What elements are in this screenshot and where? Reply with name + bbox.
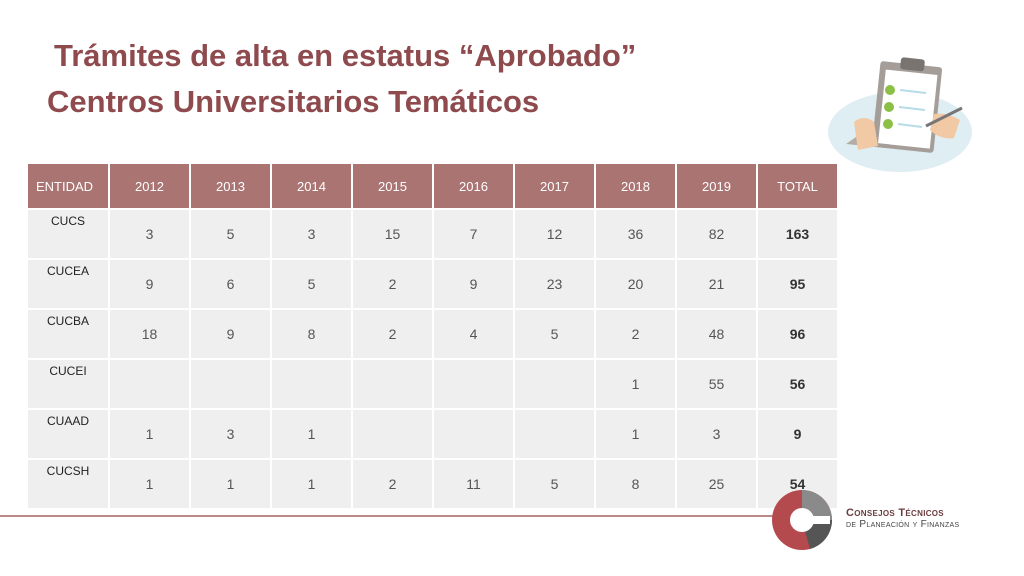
entidad-cell: CUCEI xyxy=(28,360,108,408)
table-cell: 9 xyxy=(110,260,189,308)
column-header: 2016 xyxy=(434,164,513,208)
table-row: CUCBA 18 9 8 2 4 5 2 48 96 xyxy=(28,310,837,358)
column-header: 2013 xyxy=(191,164,270,208)
table-cell: 3 xyxy=(677,410,756,458)
table-cell: 1 xyxy=(272,460,351,508)
logo-text-line1: Consejos Técnicos xyxy=(846,507,944,519)
column-header: 2019 xyxy=(677,164,756,208)
table-cell: 5 xyxy=(272,260,351,308)
clipboard-checklist-illustration xyxy=(828,57,972,172)
table-cell: 2 xyxy=(596,310,675,358)
table-cell: 2 xyxy=(353,310,432,358)
column-header: 2017 xyxy=(515,164,594,208)
table-cell: 1 xyxy=(596,410,675,458)
table-cell xyxy=(434,360,513,408)
table-cell: 1 xyxy=(596,360,675,408)
page-subtitle: Centros Universitarios Temáticos xyxy=(47,84,540,119)
table-row: CUCEA 9 6 5 2 9 23 20 21 95 xyxy=(28,260,837,308)
table-cell: 6 xyxy=(191,260,270,308)
table-cell xyxy=(515,360,594,408)
table-cell xyxy=(353,360,432,408)
page-title: Trámites de alta en estatus “Aprobado” xyxy=(54,38,637,73)
table-cell xyxy=(191,360,270,408)
table-cell xyxy=(353,410,432,458)
table-cell xyxy=(515,410,594,458)
table-cell: 2 xyxy=(353,260,432,308)
table-cell: 36 xyxy=(596,210,675,258)
logo-text: Consejos Técnicos de Planeación y Finanz… xyxy=(846,507,960,531)
column-header: 2018 xyxy=(596,164,675,208)
table-cell: 1 xyxy=(110,410,189,458)
table-row: CUCEI 1 55 56 xyxy=(28,360,837,408)
entidad-cell: CUCEA xyxy=(28,260,108,308)
total-cell: 56 xyxy=(758,360,837,408)
total-cell: 163 xyxy=(758,210,837,258)
table-cell: 21 xyxy=(677,260,756,308)
table-cell: 82 xyxy=(677,210,756,258)
table-cell: 9 xyxy=(191,310,270,358)
footer-divider xyxy=(0,515,790,517)
table-cell: 48 xyxy=(677,310,756,358)
table-cell: 11 xyxy=(434,460,513,508)
table-header-row: ENTIDAD 2012 2013 2014 2015 2016 2017 20… xyxy=(28,164,837,208)
entidad-cell: CUAAD xyxy=(28,410,108,458)
table-cell: 9 xyxy=(434,260,513,308)
table-cell xyxy=(434,410,513,458)
table-cell: 20 xyxy=(596,260,675,308)
table-cell: 55 xyxy=(677,360,756,408)
total-cell: 95 xyxy=(758,260,837,308)
table-cell: 3 xyxy=(191,410,270,458)
table-cell: 5 xyxy=(515,310,594,358)
table-cell: 1 xyxy=(191,460,270,508)
table-cell: 8 xyxy=(596,460,675,508)
table-row: CUAAD 1 3 1 1 3 9 xyxy=(28,410,837,458)
column-header: ENTIDAD xyxy=(28,164,108,208)
table-cell xyxy=(110,360,189,408)
column-header: 2015 xyxy=(353,164,432,208)
column-header: 2014 xyxy=(272,164,351,208)
column-header: 2012 xyxy=(110,164,189,208)
table-cell: 15 xyxy=(353,210,432,258)
table-cell: 1 xyxy=(110,460,189,508)
table-cell: 1 xyxy=(272,410,351,458)
table-cell: 5 xyxy=(191,210,270,258)
table-row: CUCS 3 5 3 15 7 12 36 82 163 xyxy=(28,210,837,258)
table-cell: 12 xyxy=(515,210,594,258)
table-cell: 5 xyxy=(515,460,594,508)
table-cell: 25 xyxy=(677,460,756,508)
table-cell: 8 xyxy=(272,310,351,358)
data-table: ENTIDAD 2012 2013 2014 2015 2016 2017 20… xyxy=(26,162,839,510)
column-header: TOTAL xyxy=(758,164,837,208)
logo-text-line2: de Planeación y Finanzas xyxy=(846,519,960,530)
table-cell: 3 xyxy=(272,210,351,258)
total-cell: 9 xyxy=(758,410,837,458)
table-cell: 23 xyxy=(515,260,594,308)
table-cell: 2 xyxy=(353,460,432,508)
table-cell: 18 xyxy=(110,310,189,358)
table-row: CUCSH 1 1 1 2 11 5 8 25 54 xyxy=(28,460,837,508)
table-cell: 4 xyxy=(434,310,513,358)
table-cell xyxy=(272,360,351,408)
total-cell: 96 xyxy=(758,310,837,358)
entidad-cell: CUCS xyxy=(28,210,108,258)
entidad-cell: CUCSH xyxy=(28,460,108,508)
consejos-tecnicos-logo xyxy=(772,490,833,550)
entidad-cell: CUCBA xyxy=(28,310,108,358)
table-cell: 3 xyxy=(110,210,189,258)
table-cell: 7 xyxy=(434,210,513,258)
